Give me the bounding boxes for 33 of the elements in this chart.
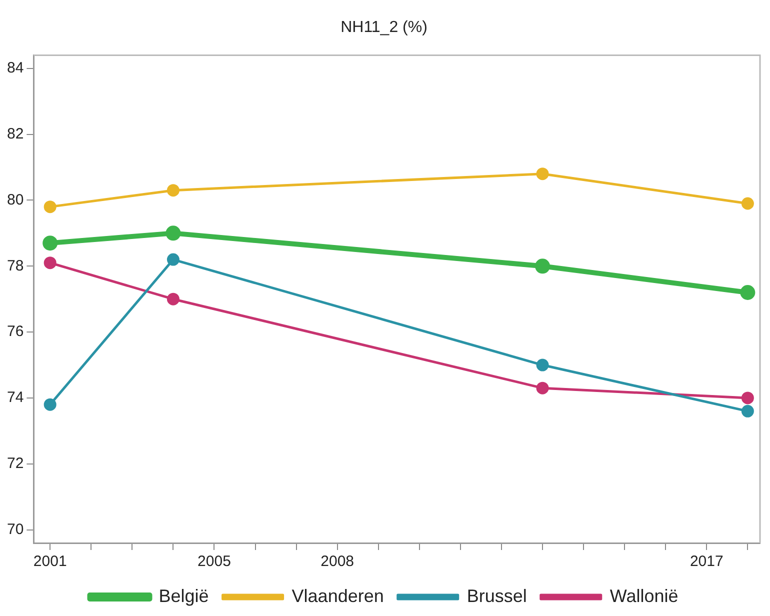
- y-tick-label: 78: [6, 257, 24, 274]
- point: [166, 184, 180, 197]
- x-tick-label: 2008: [320, 553, 354, 570]
- chart-title: NH11_2 (%): [340, 19, 428, 36]
- point: [44, 398, 56, 411]
- point: [536, 358, 549, 372]
- point: [536, 168, 549, 180]
- point: [741, 392, 754, 404]
- y-tick-label: 70: [6, 520, 24, 538]
- y-tick-label: 74: [6, 389, 24, 406]
- point: [42, 236, 58, 251]
- point: [166, 253, 180, 266]
- legend-label: België: [158, 586, 209, 606]
- point: [166, 292, 180, 306]
- legend-label: Brussel: [466, 586, 527, 606]
- legend-label: Vlaanderen: [292, 586, 384, 606]
- point: [741, 404, 754, 418]
- x-tick-label: 2001: [33, 553, 67, 570]
- point: [44, 256, 56, 270]
- point: [535, 258, 550, 274]
- legend-label: Wallonië: [610, 586, 678, 606]
- point: [44, 200, 56, 214]
- y-tick-label: 76: [6, 323, 24, 340]
- point: [536, 382, 549, 394]
- y-tick-label: 72: [6, 455, 24, 472]
- y-tick-label: 84: [6, 60, 24, 77]
- x-tick-label: 2017: [690, 553, 724, 570]
- point: [166, 226, 181, 241]
- point: [740, 285, 756, 300]
- x-tick-label: 2005: [198, 553, 231, 570]
- y-tick-label: 80: [6, 191, 24, 208]
- point: [741, 197, 754, 210]
- y-tick-label: 82: [6, 125, 24, 142]
